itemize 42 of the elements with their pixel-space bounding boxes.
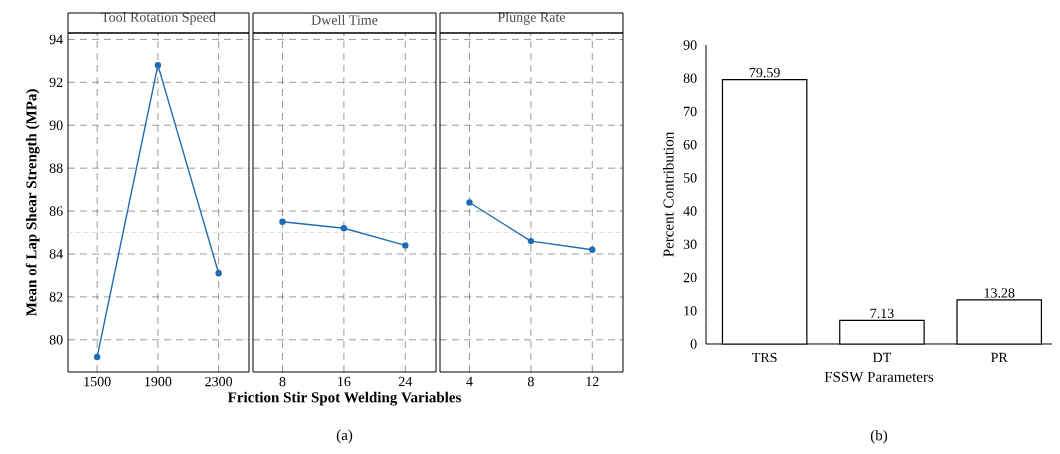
- y-tick-label: 94: [49, 34, 63, 45]
- data-label: 13.28: [984, 288, 1015, 298]
- chart-title: Tool Rotation Speed: [101, 12, 216, 25]
- x-tick-label: 1500: [84, 376, 111, 387]
- chart-title: Dwell Time: [311, 14, 378, 25]
- y-tick-label: 86: [49, 206, 63, 216]
- y-tick-label: 82: [49, 292, 63, 302]
- y-tick-label: 0: [690, 339, 697, 349]
- x-axis-title: FSSW Parameters: [824, 371, 934, 382]
- x-tick-label: 8: [279, 376, 286, 387]
- y-tick-label: 40: [683, 206, 697, 216]
- x-tick-label: 4: [466, 376, 473, 387]
- y-tick-label: 30: [683, 239, 697, 250]
- x-axis-title: Friction Stir Spot Welding Variables: [227, 391, 461, 406]
- y-tick-label: 80: [49, 335, 63, 345]
- x-tick-label: TRS: [752, 352, 777, 363]
- x-tick-label: 12: [586, 376, 599, 387]
- x-tick-label: DT: [873, 352, 892, 363]
- text: (b): [870, 429, 888, 444]
- x-tick-label: 8: [527, 376, 534, 387]
- y-tick-label: 20: [683, 272, 697, 283]
- chart-title: Plunge Rate: [497, 12, 566, 25]
- x-tick-label: PR: [991, 352, 1008, 363]
- y-tick-label: 92: [49, 77, 63, 88]
- y-tick-label: 80: [683, 73, 697, 83]
- y-tick-label: 50: [683, 173, 697, 183]
- y-tick-label: 84: [49, 249, 63, 259]
- y-tick-label: 90: [49, 120, 63, 130]
- y-tick-label: 10: [684, 306, 697, 316]
- x-tick-label: 2300: [205, 376, 233, 387]
- y-axis-title: Percent Contribution: [663, 132, 674, 257]
- y-tick-label: 88: [49, 163, 63, 173]
- x-tick-label: 1900: [145, 376, 172, 387]
- y-axis-title: Mean of Lap Shear Strength (MPa): [25, 89, 40, 317]
- y-tick-label: 60: [683, 139, 697, 150]
- data-label: 7.13: [870, 308, 894, 319]
- y-tick-label: 70: [684, 106, 697, 117]
- text: (a): [336, 429, 353, 444]
- x-tick-label: 24: [398, 376, 413, 387]
- y-tick-label: 90: [683, 40, 697, 50]
- data-label: 79.59: [749, 67, 780, 78]
- x-tick-label: 16: [338, 376, 351, 387]
